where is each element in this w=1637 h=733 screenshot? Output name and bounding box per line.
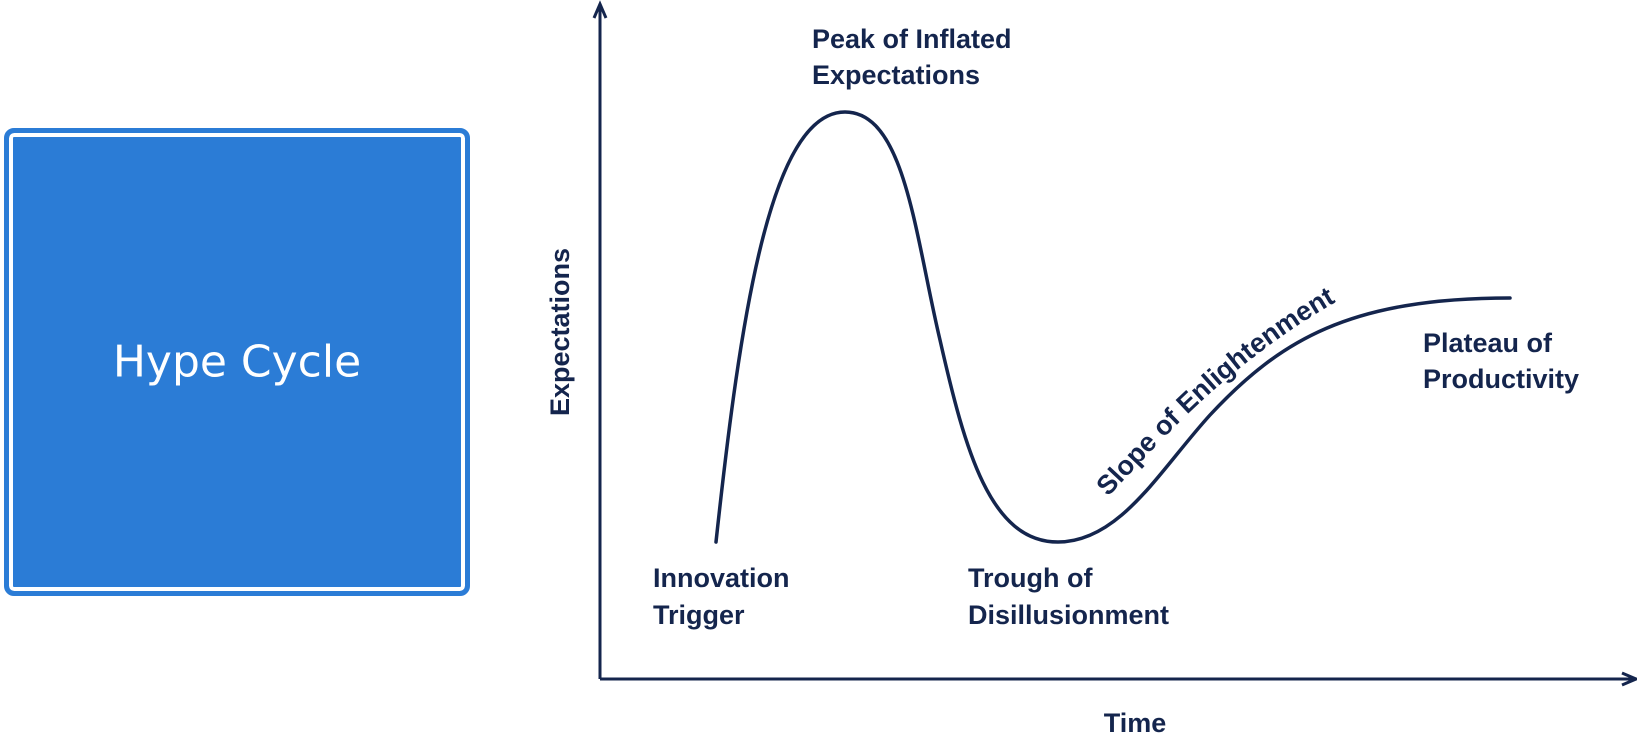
- x-axis-label: Time: [1104, 708, 1167, 733]
- innovation-trigger-line-2: Trigger: [653, 600, 745, 630]
- peak-label-line-1: Peak of Inflated: [812, 24, 1012, 54]
- trough-label-line-2: Disillusionment: [968, 600, 1169, 630]
- peak-label-line-2: Expectations: [812, 60, 980, 90]
- plateau-label-line-2: Productivity: [1423, 364, 1579, 394]
- innovation-trigger-line-1: Innovation: [653, 563, 790, 593]
- peak-label: Peak of Inflated Expectations: [812, 24, 1019, 90]
- x-axis-arrow: [1621, 671, 1637, 687]
- y-axis-arrow: [592, 0, 608, 19]
- slope-label-text: Slope of Enlightenment: [1090, 281, 1339, 501]
- hype-curve: [714, 110, 1512, 544]
- y-axis-label: Expectations: [545, 248, 575, 416]
- plateau-label: Plateau of Productivity: [1423, 328, 1579, 394]
- slope-label: Slope of Enlightenment: [1090, 281, 1339, 501]
- innovation-trigger-label: Innovation Trigger: [653, 563, 797, 630]
- trough-label-line-1: Trough of: [968, 563, 1093, 593]
- hype-cycle-title-box: Hype Cycle: [4, 128, 470, 596]
- hype-cycle-title: Hype Cycle: [112, 336, 362, 388]
- trough-label: Trough of Disillusionment: [968, 563, 1169, 630]
- plateau-label-line-1: Plateau of: [1423, 328, 1553, 358]
